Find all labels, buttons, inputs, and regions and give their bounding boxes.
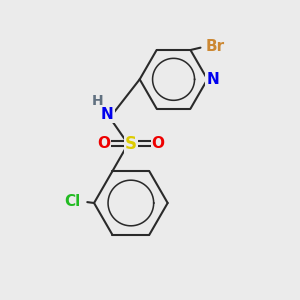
- Text: O: O: [97, 136, 110, 151]
- Text: Br: Br: [206, 39, 225, 54]
- Text: Cl: Cl: [64, 194, 81, 209]
- Text: S: S: [125, 134, 137, 152]
- Text: H: H: [92, 94, 104, 108]
- Text: N: N: [101, 106, 114, 122]
- Text: O: O: [152, 136, 165, 151]
- Text: N: N: [206, 72, 219, 87]
